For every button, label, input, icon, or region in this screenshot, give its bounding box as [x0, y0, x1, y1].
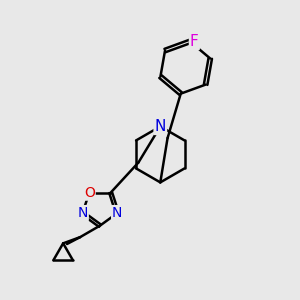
Text: F: F — [190, 34, 199, 49]
Text: N: N — [112, 206, 122, 220]
Text: O: O — [84, 186, 95, 200]
Text: N: N — [154, 119, 166, 134]
Text: N: N — [77, 206, 88, 220]
